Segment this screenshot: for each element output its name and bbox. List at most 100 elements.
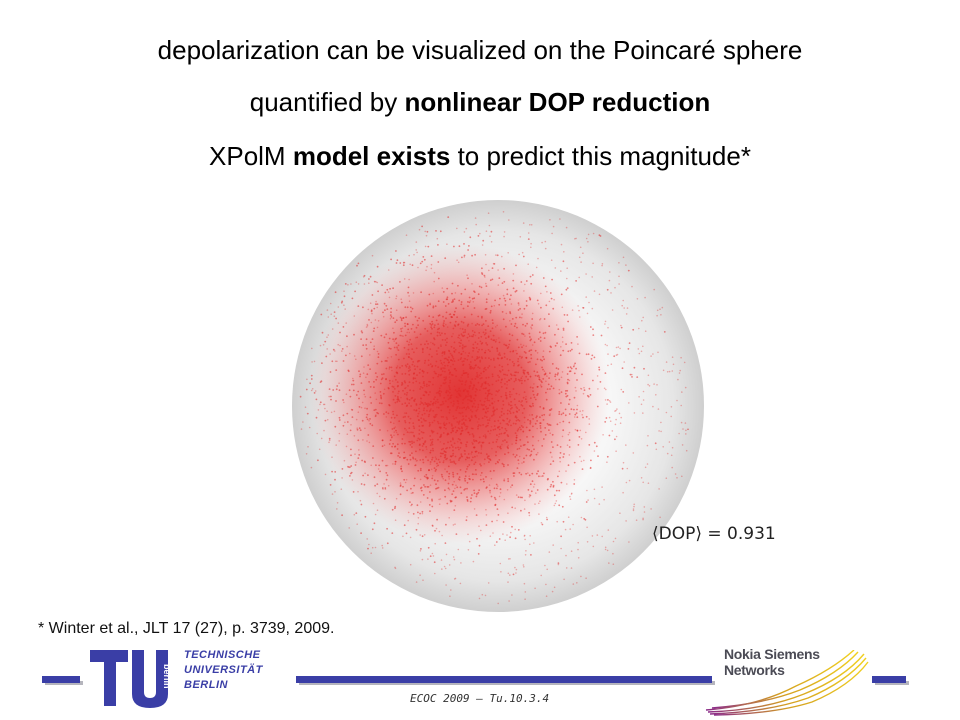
sphere-point (612, 540, 615, 543)
sphere-point (341, 477, 343, 479)
sphere-point (560, 293, 563, 296)
sphere-point (385, 411, 388, 414)
sphere-point (452, 471, 454, 474)
sphere-point (514, 528, 516, 531)
sphere-point (475, 346, 478, 349)
sphere-point (452, 299, 454, 302)
sphere-point (680, 356, 682, 359)
sphere-point (510, 377, 513, 380)
sphere-point (448, 475, 450, 478)
sphere-point (382, 392, 385, 395)
sphere-point (597, 455, 599, 457)
sphere-point (670, 415, 672, 418)
sphere-point (511, 525, 513, 528)
sphere-point (491, 278, 494, 281)
sphere-point (543, 358, 545, 361)
sphere-point (490, 477, 493, 480)
sphere-point (582, 416, 584, 419)
sphere-point (384, 360, 386, 362)
sphere-point (566, 373, 569, 375)
sphere-point (371, 546, 374, 549)
sphere-point (335, 369, 338, 371)
sphere-point (422, 494, 425, 496)
sphere-point (505, 429, 508, 432)
sphere-point (414, 458, 417, 461)
sphere-point (485, 453, 488, 456)
sphere-point (487, 582, 490, 584)
sphere-point (388, 296, 391, 299)
sphere-point (341, 350, 343, 352)
sphere-point (407, 415, 410, 418)
sphere-point (423, 362, 426, 364)
sphere-point (541, 241, 543, 244)
sphere-point (555, 500, 558, 502)
sphere-point (360, 406, 363, 409)
sphere-point (439, 455, 442, 458)
sphere-point (542, 355, 544, 358)
sphere-point (454, 320, 457, 323)
sphere-point (430, 400, 432, 403)
sphere-point (457, 389, 460, 392)
sphere-point (540, 380, 543, 382)
sphere-point (446, 298, 449, 301)
sphere-point (453, 360, 456, 362)
sphere-point (552, 387, 555, 390)
sphere-point (332, 389, 335, 391)
sphere-point (464, 352, 467, 354)
sphere-point (547, 424, 550, 426)
sphere-point (483, 274, 486, 277)
sphere-point (545, 398, 548, 401)
sphere-point (426, 265, 428, 268)
sphere-point (596, 534, 599, 536)
sphere-point (469, 367, 471, 369)
sphere-point (488, 365, 491, 367)
sphere-point (578, 276, 580, 279)
sphere-point (353, 315, 356, 317)
sphere-point (589, 394, 592, 396)
sphere-point (382, 311, 384, 314)
sphere-point (404, 421, 407, 424)
sphere-point (497, 374, 499, 377)
sphere-point (525, 304, 528, 307)
sphere-point (401, 334, 403, 337)
sphere-point (533, 341, 536, 344)
sphere-point (376, 281, 379, 284)
sphere-point (484, 397, 487, 400)
sphere-point (604, 399, 607, 401)
sphere-point (560, 413, 563, 416)
sphere-point (607, 353, 609, 355)
sphere-point (403, 393, 406, 395)
sphere-point (647, 482, 650, 485)
sphere-point (388, 337, 391, 340)
sphere-point (452, 556, 455, 558)
sphere-point (341, 514, 343, 517)
sphere-point (512, 350, 514, 353)
sphere-point (467, 376, 469, 378)
sphere-point (607, 326, 609, 329)
sphere-point (459, 395, 462, 397)
sphere-point (355, 394, 358, 396)
sphere-point (425, 419, 427, 422)
sphere-point (409, 366, 411, 369)
sphere-point (449, 352, 452, 355)
sphere-point (509, 558, 511, 560)
sphere-point (419, 333, 422, 336)
sphere-point (441, 568, 443, 570)
sphere-point (450, 455, 453, 458)
sphere-point (585, 501, 588, 503)
sphere-point (581, 468, 584, 470)
sphere-point (410, 397, 413, 400)
sphere-point (372, 457, 374, 459)
sphere-point (529, 543, 531, 546)
sphere-point (527, 238, 530, 240)
sphere-point (394, 566, 396, 569)
sphere-point (471, 433, 474, 435)
sphere-point (653, 288, 655, 291)
sphere-point (654, 442, 657, 445)
sphere-point (548, 377, 550, 379)
sphere-point (652, 405, 654, 408)
sphere-point (517, 302, 520, 304)
sphere-point (411, 452, 413, 454)
sphere-point (419, 550, 422, 552)
sphere-point (568, 421, 571, 424)
